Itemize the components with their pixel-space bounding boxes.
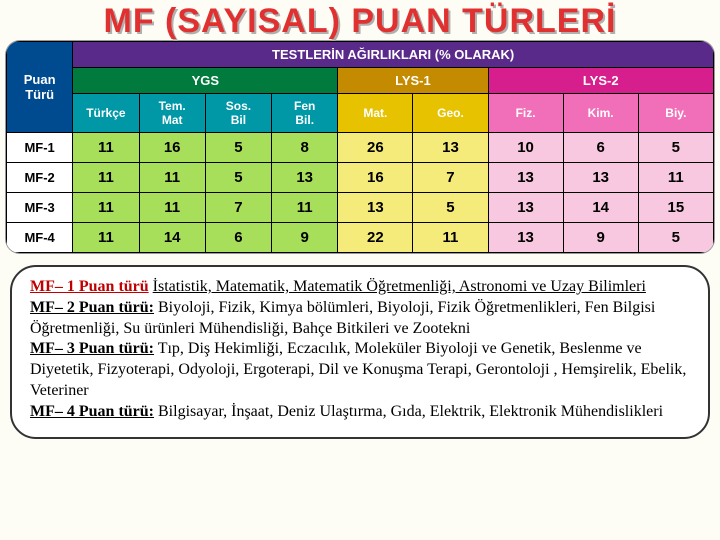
data-cell: 11	[139, 193, 205, 223]
data-cell: 5	[205, 133, 271, 163]
description-line: MF– 3 Puan türü: Tıp, Diş Hekimliği, Ecz…	[30, 340, 686, 399]
sub-header: Biy.	[638, 94, 713, 133]
data-cell: 13	[272, 163, 338, 193]
title-text: MF (SAYISAL) PUAN TÜRLERİ	[104, 2, 617, 40]
data-cell: 11	[272, 193, 338, 223]
sub-header: Sos.Bil	[205, 94, 271, 133]
row-label: MF-3	[7, 193, 73, 223]
data-cell: 9	[563, 223, 638, 253]
data-cell: 13	[338, 193, 413, 223]
data-cell: 22	[338, 223, 413, 253]
data-cell: 13	[488, 223, 563, 253]
weights-table-wrap: PuanTürüTESTLERİN AĞIRLIKLARI (% OLARAK)…	[6, 41, 714, 253]
data-cell: 11	[73, 133, 139, 163]
data-cell: 5	[638, 223, 713, 253]
data-cell: 6	[205, 223, 271, 253]
group-header: YGS	[73, 68, 338, 94]
data-cell: 11	[73, 163, 139, 193]
group-header: LYS-1	[338, 68, 488, 94]
sub-header: Fiz.	[488, 94, 563, 133]
data-cell: 8	[272, 133, 338, 163]
data-cell: 7	[205, 193, 271, 223]
description-line: MF– 1 Puan türü İstatistik, Matematik, M…	[30, 278, 646, 295]
data-cell: 9	[272, 223, 338, 253]
sub-header: FenBil.	[272, 94, 338, 133]
col-puan-turu: PuanTürü	[7, 42, 73, 133]
data-cell: 16	[139, 133, 205, 163]
data-cell: 13	[488, 163, 563, 193]
sub-header: Tem.Mat	[139, 94, 205, 133]
data-cell: 11	[139, 163, 205, 193]
description-line: MF– 2 Puan türü: Biyoloji, Fizik, Kimya …	[30, 299, 655, 337]
sub-header: Mat.	[338, 94, 413, 133]
table-row: MF-21111513167131311	[7, 163, 714, 193]
data-cell: 6	[563, 133, 638, 163]
data-cell: 11	[73, 193, 139, 223]
descriptions-box: MF– 1 Puan türü İstatistik, Matematik, M…	[10, 265, 710, 439]
data-cell: 5	[638, 133, 713, 163]
table-row: MF-111165826131065	[7, 133, 714, 163]
data-cell: 13	[413, 133, 488, 163]
data-cell: 11	[413, 223, 488, 253]
sub-header: Türkçe	[73, 94, 139, 133]
data-cell: 11	[638, 163, 713, 193]
description-line: MF– 4 Puan türü: Bilgisayar, İnşaat, Den…	[30, 403, 663, 420]
data-cell: 5	[413, 193, 488, 223]
data-cell: 7	[413, 163, 488, 193]
page-title: MF (SAYISAL) PUAN TÜRLERİ	[0, 0, 720, 41]
weights-table: PuanTürüTESTLERİN AĞIRLIKLARI (% OLARAK)…	[6, 41, 714, 253]
row-label: MF-4	[7, 223, 73, 253]
data-cell: 15	[638, 193, 713, 223]
sub-header: Kim.	[563, 94, 638, 133]
table-row: MF-31111711135131415	[7, 193, 714, 223]
data-cell: 14	[563, 193, 638, 223]
row-label: MF-1	[7, 133, 73, 163]
table-row: MF-411146922111395	[7, 223, 714, 253]
data-cell: 26	[338, 133, 413, 163]
group-header: LYS-2	[488, 68, 713, 94]
data-cell: 14	[139, 223, 205, 253]
data-cell: 13	[488, 193, 563, 223]
sub-header: Geo.	[413, 94, 488, 133]
data-cell: 5	[205, 163, 271, 193]
data-cell: 16	[338, 163, 413, 193]
row-label: MF-2	[7, 163, 73, 193]
data-cell: 10	[488, 133, 563, 163]
data-cell: 11	[73, 223, 139, 253]
data-cell: 13	[563, 163, 638, 193]
superheader: TESTLERİN AĞIRLIKLARI (% OLARAK)	[73, 42, 714, 68]
